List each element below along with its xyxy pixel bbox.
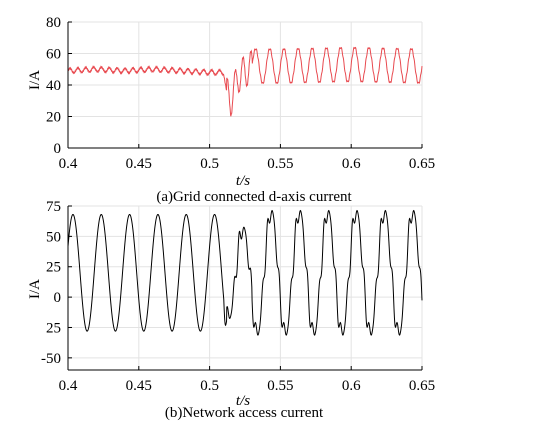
y-ticks-b: 75 50 25 0 25 -50 <box>41 199 72 367</box>
x-tick-label-a: 0.4 <box>59 156 78 172</box>
axes-b <box>67 206 422 371</box>
y-tick-label-b: -50 <box>41 351 61 367</box>
y-ticks-a: 0 20 40 60 80 <box>46 15 72 157</box>
x-tick-label-a: 0.45 <box>126 156 152 172</box>
x-tick-label-a: 0.6 <box>342 156 361 172</box>
x-axis-label-b: t/s <box>236 393 250 409</box>
x-ticks-b: 0.4 0.45 0.5 0.55 0.6 0.65 <box>59 366 435 394</box>
y-tick-label-a: 20 <box>46 110 61 126</box>
caption-b: (b)Network access current <box>165 405 324 421</box>
x-tick-label-b: 0.5 <box>200 378 219 394</box>
y-tick-label-a: 0 <box>54 141 62 157</box>
y-tick-label-b: 75 <box>46 199 61 215</box>
y-tick-label-b: 25 <box>46 260 61 276</box>
y-tick-label-a: 60 <box>46 47 61 63</box>
y-tick-label-b: 50 <box>46 229 61 245</box>
series-line-a <box>67 46 423 117</box>
y-axis-label-b: I/A <box>27 279 43 299</box>
x-tick-label-b: 0.65 <box>409 378 435 394</box>
panel-b: 75 50 25 0 25 -50 0.4 0.45 0.5 0.55 0.6 0.65 I/A t… <box>27 199 435 421</box>
x-tick-label-b: 0.55 <box>267 378 293 394</box>
grid-b <box>68 205 423 370</box>
y-tick-label-b: 25 <box>46 320 61 336</box>
y-tick-label-a: 40 <box>46 78 61 94</box>
x-tick-label-a: 0.5 <box>200 156 219 172</box>
x-tick-label-a: 0.65 <box>409 156 435 172</box>
caption-a: (a)Grid connected d-axis current <box>156 189 352 205</box>
x-tick-label-b: 0.45 <box>126 378 152 394</box>
x-tick-label-b: 0.6 <box>342 378 361 394</box>
x-tick-label-a: 0.55 <box>267 156 293 172</box>
x-tick-label-b: 0.4 <box>59 378 78 394</box>
x-ticks-a: 0.4 0.45 0.5 0.55 0.6 0.65 <box>59 144 435 172</box>
y-tick-label-b: 0 <box>54 290 62 306</box>
series-line-b <box>67 209 423 336</box>
y-axis-label-a: I/A <box>27 70 43 90</box>
x-axis-label-a: t/s <box>236 173 250 189</box>
y-tick-label-a: 80 <box>46 15 61 31</box>
grid-a <box>68 21 423 149</box>
